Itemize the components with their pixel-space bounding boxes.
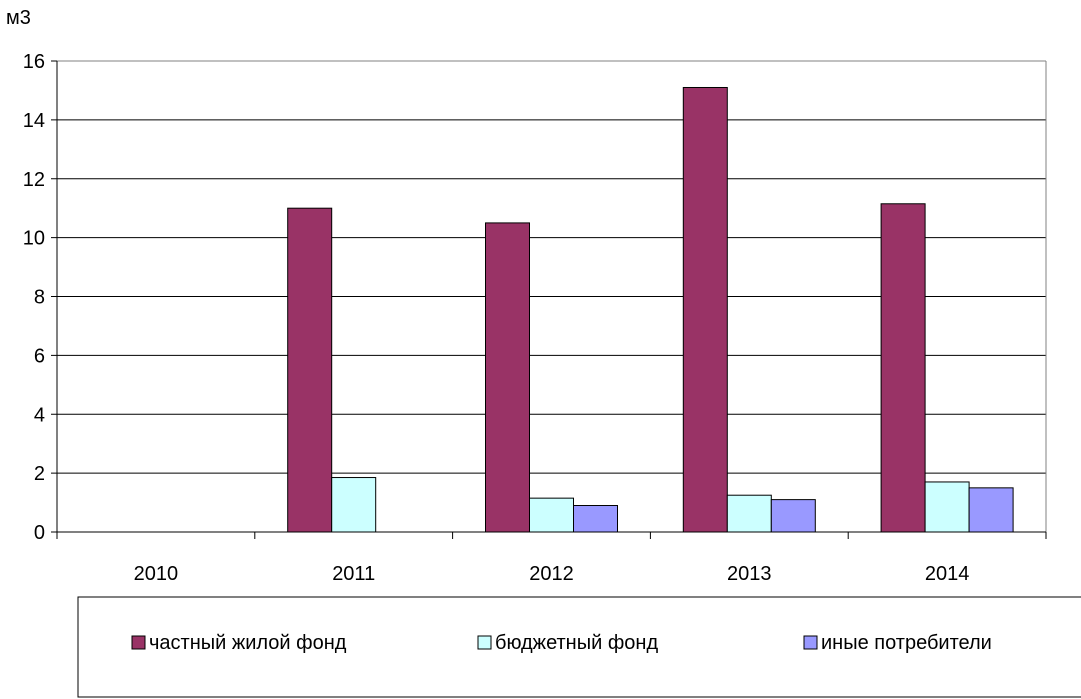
y-tick-label: 2 <box>34 463 45 485</box>
gridlines <box>57 60 1046 474</box>
legend-swatch <box>803 635 818 650</box>
x-tick-label: 2010 <box>134 563 179 585</box>
x-tick-label: 2011 <box>332 563 375 585</box>
x-tick-label: 2014 <box>925 563 970 585</box>
legend-label: бюджетный фонд <box>495 632 658 654</box>
bar <box>529 497 574 533</box>
y-tick-labels: 0 2 4 6 8 10 12 14 16 <box>23 51 45 544</box>
y-tick-label: 16 <box>23 51 45 73</box>
bar <box>331 477 377 533</box>
y-tick-label: 10 <box>23 228 45 250</box>
bar <box>573 505 618 533</box>
bars <box>287 86 1014 533</box>
x-tick-label: 2013 <box>727 563 772 585</box>
y-tick-label: 14 <box>23 110 45 132</box>
y-axis-label: м3 <box>6 7 31 29</box>
bar <box>287 207 333 533</box>
bar <box>726 494 772 533</box>
bar <box>770 499 816 533</box>
y-tick-label: 0 <box>34 522 45 544</box>
y-tick-label: 6 <box>34 345 45 367</box>
bar <box>485 222 530 533</box>
y-tick-label: 4 <box>34 404 45 426</box>
y-tick-label: 8 <box>34 287 45 309</box>
bar <box>924 481 970 533</box>
legend-label: иные потребители <box>821 632 992 654</box>
axes <box>51 60 1047 539</box>
legend: частный жилой фонд бюджетный фонд иные пот… <box>77 596 1081 698</box>
legend-frame <box>77 596 1081 698</box>
legend-label: частный жилой фонд <box>149 632 347 654</box>
x-tick-label: 2012 <box>529 563 574 585</box>
legend-swatch <box>477 635 492 650</box>
bar <box>682 86 728 533</box>
bar <box>880 203 926 533</box>
legend-swatch <box>131 635 146 650</box>
y-tick-label: 12 <box>23 169 45 191</box>
x-tick-labels: 2010 2011 2012 2013 2014 <box>134 563 970 585</box>
bar <box>968 487 1014 533</box>
